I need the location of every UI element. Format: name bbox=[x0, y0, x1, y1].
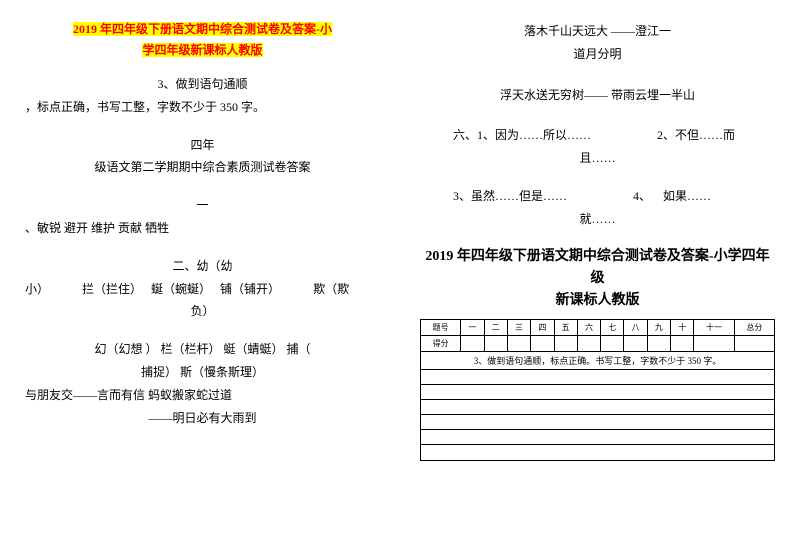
poem-l3: 浮天水送无穷树—— 带雨云埋一半山 bbox=[420, 84, 775, 107]
writing-line bbox=[421, 445, 774, 460]
writing-lines bbox=[420, 370, 775, 461]
writing-line bbox=[421, 430, 774, 445]
section6: 六、1、因为……所以…… 2、不但……而 且…… bbox=[420, 124, 775, 170]
table-score-row: 得分 bbox=[421, 335, 775, 351]
th-7: 七 bbox=[601, 319, 624, 335]
sec1-h: 一 bbox=[25, 194, 380, 217]
sec2-h: 二、幼（幼 bbox=[25, 255, 380, 278]
th-2: 二 bbox=[484, 319, 507, 335]
sec2-l1c: 蜒（蜿蜒） bbox=[151, 282, 211, 296]
cell bbox=[694, 335, 734, 351]
writing-line bbox=[421, 400, 774, 415]
writing-line bbox=[421, 385, 774, 400]
th-9: 九 bbox=[647, 319, 670, 335]
ans-h2: 级语文第二学期期中综合素质测试卷答案 bbox=[25, 156, 380, 179]
sec2-l1d: 铺（铺开） bbox=[220, 282, 280, 296]
six-l3b: 4、 bbox=[633, 189, 651, 203]
q3-line1: 3、做到语句通顺 bbox=[25, 73, 380, 96]
cell bbox=[577, 335, 600, 351]
cell bbox=[624, 335, 647, 351]
section2: 二、幼（幼 小） 拦（拦住） 蜒（蜿蜒） 铺（铺开） 欺（欺 负） bbox=[25, 255, 380, 323]
cell bbox=[484, 335, 507, 351]
cell bbox=[601, 335, 624, 351]
section2b: 幻（幻想 ） 栏（栏杆） 蜓（蜻蜓） 捕（ 捕捉） 斯（慢条斯理） 与朋友交——… bbox=[25, 338, 380, 429]
heading-l2: 新课标人教版 bbox=[420, 290, 775, 312]
sec2-l1e: 欺（欺 bbox=[313, 282, 349, 296]
poem-l2: 道月分明 bbox=[420, 43, 775, 66]
q3-line2: ，标点正确，书写工整，字数不少于 350 字。 bbox=[25, 96, 380, 119]
th-4: 四 bbox=[531, 319, 554, 335]
row2-label: 得分 bbox=[421, 335, 461, 351]
sec2-line1: 小） 拦（拦住） 蜒（蜿蜒） 铺（铺开） 欺（欺 bbox=[25, 278, 380, 301]
th-3: 三 bbox=[507, 319, 530, 335]
sec2-line3: 幻（幻想 ） 栏（栏杆） 蜓（蜻蜓） 捕（ bbox=[25, 338, 380, 361]
poem-l1: 落木千山天远大 ——澄江一 bbox=[420, 20, 775, 43]
answer-heading: 四年 级语文第二学期期中综合素质测试卷答案 bbox=[25, 134, 380, 180]
ans-h1: 四年 bbox=[25, 134, 380, 157]
cell bbox=[461, 335, 484, 351]
title-line1: 2019 年四年级下册语文期中综合测试卷及答案-小 bbox=[73, 22, 332, 36]
th-11: 十一 bbox=[694, 319, 734, 335]
sec2-line6: ——明日必有大雨到 bbox=[25, 407, 380, 430]
instruction-table: 3、做到语句通顺，标点正确。书写工整，字数不少于 350 字。 bbox=[420, 352, 775, 370]
exam-heading: 2019 年四年级下册语文期中综合测试卷及答案-小学四年级 新课标人教版 bbox=[420, 246, 775, 313]
title-line2: 学四年级新课标人教版 bbox=[142, 43, 262, 57]
doc-title: 2019 年四年级下册语文期中综合测试卷及答案-小 bbox=[25, 20, 380, 37]
sec2-l1b: 拦（拦住） bbox=[82, 282, 142, 296]
instruction-text: 3、做到语句通顺，标点正确。书写工整，字数不少于 350 字。 bbox=[421, 352, 775, 370]
score-table: 题号 一 二 三 四 五 六 七 八 九 十 十一 总分 得分 bbox=[420, 319, 775, 352]
six-l1b: 2、不但……而 bbox=[657, 128, 735, 142]
th-1: 一 bbox=[461, 319, 484, 335]
sec2-line5: 与朋友交——言而有信 蚂蚁搬家蛇过道 bbox=[25, 384, 380, 407]
heading-l1: 2019 年四年级下册语文期中综合测试卷及答案-小学四年级 bbox=[420, 246, 775, 291]
poem1: 落木千山天远大 ——澄江一 道月分明 bbox=[420, 20, 775, 66]
th-10: 十 bbox=[671, 319, 694, 335]
sec2-line4: 捕捉） 斯（慢条斯理） bbox=[25, 361, 380, 384]
th-6: 六 bbox=[577, 319, 600, 335]
th-5: 五 bbox=[554, 319, 577, 335]
cell bbox=[554, 335, 577, 351]
section1: 一 、敏锐 避开 维护 贡献 牺牲 bbox=[25, 194, 380, 240]
sec2-l1a: 小） bbox=[25, 282, 49, 296]
writing-line bbox=[421, 415, 774, 430]
six-l3c: 如果…… bbox=[663, 189, 711, 203]
table-header-row: 题号 一 二 三 四 五 六 七 八 九 十 十一 总分 bbox=[421, 319, 775, 335]
sec1-content: 、敏锐 避开 维护 贡献 牺牲 bbox=[25, 217, 380, 240]
question3: 3、做到语句通顺 ，标点正确，书写工整，字数不少于 350 字。 bbox=[25, 73, 380, 119]
six-line3: 3、虽然……但是…… 4、 如果…… bbox=[420, 185, 775, 208]
sec2-line2: 负） bbox=[25, 300, 380, 323]
th-8: 八 bbox=[624, 319, 647, 335]
cell bbox=[531, 335, 554, 351]
six-line4: 就…… bbox=[420, 208, 775, 231]
th-12: 总分 bbox=[734, 319, 774, 335]
poem2: 浮天水送无穷树—— 带雨云埋一半山 bbox=[420, 84, 775, 107]
six-l3a: 3、虽然……但是…… bbox=[453, 189, 567, 203]
cell bbox=[734, 335, 774, 351]
section6b: 3、虽然……但是…… 4、 如果…… 就…… bbox=[420, 185, 775, 231]
doc-title-line2-wrap: 学四年级新课标人教版 bbox=[25, 41, 380, 58]
six-l1a: 六、1、因为……所以…… bbox=[453, 128, 591, 142]
six-line1: 六、1、因为……所以…… 2、不但……而 bbox=[420, 124, 775, 147]
six-line2: 且…… bbox=[420, 147, 775, 170]
cell bbox=[507, 335, 530, 351]
cell bbox=[647, 335, 670, 351]
cell bbox=[671, 335, 694, 351]
writing-line bbox=[421, 370, 774, 385]
th-0: 题号 bbox=[421, 319, 461, 335]
